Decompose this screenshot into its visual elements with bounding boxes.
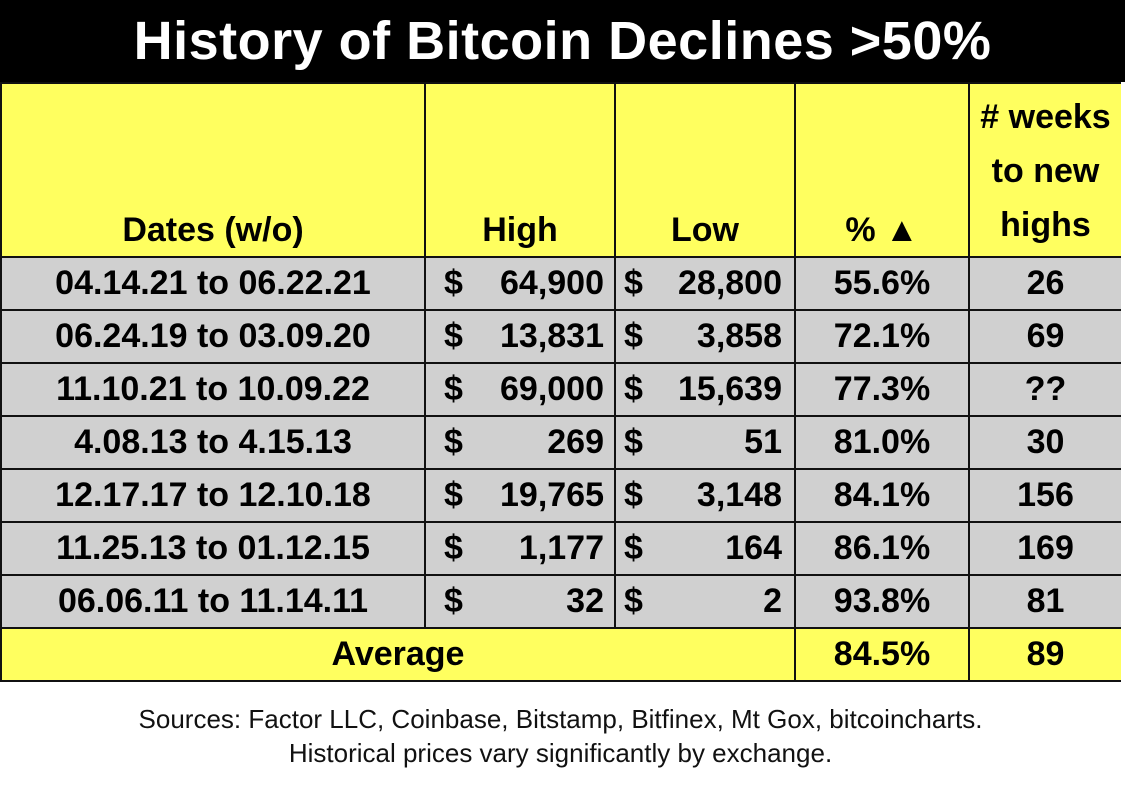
- currency-symbol: $: [624, 317, 643, 355]
- cell-low: $51: [614, 415, 796, 470]
- header-pct: % ▲: [794, 82, 970, 258]
- cell-high: $69,000: [424, 362, 616, 417]
- header-dates: Dates (w/o): [0, 82, 426, 258]
- cell-dates: 4.08.13 to 4.15.13: [0, 415, 426, 470]
- header-weeks-line: # weeks: [980, 98, 1111, 136]
- currency-symbol: $: [444, 317, 463, 355]
- table-row: 11.25.13 to 01.12.15 $1,177 $164 86.1% 169: [0, 521, 1123, 576]
- cell-dates: 04.14.21 to 06.22.21: [0, 256, 426, 311]
- cell-weeks: 81: [968, 574, 1123, 629]
- low-value: 51: [744, 423, 782, 461]
- cell-pct: 84.1%: [794, 468, 970, 523]
- high-value: 64,900: [500, 264, 604, 302]
- cell-weeks: 156: [968, 468, 1123, 523]
- chart-title: History of Bitcoin Declines >50%: [133, 11, 992, 71]
- cell-low: $28,800: [614, 256, 796, 311]
- header-high: High: [424, 82, 616, 258]
- currency-symbol: $: [624, 529, 643, 567]
- high-value: 19,765: [500, 476, 604, 514]
- cell-weeks: ??: [968, 362, 1123, 417]
- header-weeks-line: highs: [1000, 206, 1091, 244]
- cell-dates: 11.10.21 to 10.09.22: [0, 362, 426, 417]
- table-row: 12.17.17 to 12.10.18 $19,765 $3,148 84.1% 15…: [0, 468, 1123, 523]
- cell-high: $32: [424, 574, 616, 629]
- cell-pct: 93.8%: [794, 574, 970, 629]
- currency-symbol: $: [624, 423, 643, 461]
- currency-symbol: $: [624, 370, 643, 408]
- low-value: 164: [725, 529, 782, 567]
- cell-low: $3,858: [614, 309, 796, 364]
- cell-low: $2: [614, 574, 796, 629]
- high-value: 13,831: [500, 317, 604, 355]
- cell-pct: 81.0%: [794, 415, 970, 470]
- cell-high: $1,177: [424, 521, 616, 576]
- cell-pct: 86.1%: [794, 521, 970, 576]
- header-row: Dates (w/o) High Low % ▲ # weeks to new …: [0, 82, 1123, 258]
- cell-low: $164: [614, 521, 796, 576]
- currency-symbol: $: [444, 529, 463, 567]
- currency-symbol: $: [444, 476, 463, 514]
- header-weeks: # weeks to new highs: [968, 82, 1123, 258]
- table-body: 04.14.21 to 06.22.21 $64,900 $28,800 55.6% 2…: [0, 256, 1123, 682]
- table-row: 06.06.11 to 11.14.11 $32 $2 93.8% 81: [0, 574, 1123, 629]
- low-value: 3,858: [696, 317, 782, 355]
- currency-symbol: $: [444, 582, 463, 620]
- table-row: 04.14.21 to 06.22.21 $64,900 $28,800 55.6% 2…: [0, 256, 1123, 311]
- cell-pct: 55.6%: [794, 256, 970, 311]
- currency-symbol: $: [444, 370, 463, 408]
- average-row: Average 84.5% 89: [0, 627, 1123, 682]
- table-row: 11.10.21 to 10.09.22 $69,000 $15,639 77.3%?…: [0, 362, 1123, 417]
- declines-table: Dates (w/o) High Low % ▲ # weeks to new …: [0, 82, 1123, 682]
- cell-high: $64,900: [424, 256, 616, 311]
- low-value: 3,148: [696, 476, 782, 514]
- table-row: 06.24.19 to 03.09.20 $13,831 $3,858 72.1% 69: [0, 309, 1123, 364]
- sources-line: Historical prices vary significantly by …: [288, 738, 833, 768]
- cell-high: $13,831: [424, 309, 616, 364]
- high-value: 1,177: [518, 529, 604, 567]
- cell-weeks: 26: [968, 256, 1123, 311]
- cell-high: $19,765: [424, 468, 616, 523]
- cell-weeks: 69: [968, 309, 1123, 364]
- cell-pct: 72.1%: [794, 309, 970, 364]
- cell-low: $15,639: [614, 362, 796, 417]
- currency-symbol: $: [624, 476, 643, 514]
- title-bar: History of Bitcoin Declines >50%: [0, 0, 1125, 82]
- cell-dates: 12.17.17 to 12.10.18: [0, 468, 426, 523]
- currency-symbol: $: [444, 423, 463, 461]
- cell-weeks: 169: [968, 521, 1123, 576]
- cell-pct: 77.3%: [794, 362, 970, 417]
- low-value: 2: [763, 582, 782, 620]
- sources-line: Sources: Factor LLC, Coinbase, Bitstamp,…: [138, 704, 983, 734]
- high-value: 32: [566, 582, 604, 620]
- average-pct: 84.5%: [794, 627, 970, 682]
- currency-symbol: $: [624, 582, 643, 620]
- sources-note: Sources: Factor LLC, Coinbase, Bitstamp,…: [0, 702, 1121, 770]
- right-edge: [1121, 82, 1125, 787]
- cell-low: $3,148: [614, 468, 796, 523]
- header-weeks-line: to new: [991, 152, 1100, 190]
- cell-dates: 06.24.19 to 03.09.20: [0, 309, 426, 364]
- currency-symbol: $: [444, 264, 463, 302]
- currency-symbol: $: [624, 264, 643, 302]
- average-label: Average: [0, 627, 796, 682]
- cell-high: $269: [424, 415, 616, 470]
- table-row: 4.08.13 to 4.15.13 $269 $51 81.0% 30: [0, 415, 1123, 470]
- cell-dates: 06.06.11 to 11.14.11: [0, 574, 426, 629]
- high-value: 69,000: [500, 370, 604, 408]
- low-value: 15,639: [678, 370, 782, 408]
- cell-dates: 11.25.13 to 01.12.15: [0, 521, 426, 576]
- low-value: 28,800: [678, 264, 782, 302]
- high-value: 269: [547, 423, 604, 461]
- average-weeks: 89: [968, 627, 1123, 682]
- header-low: Low: [614, 82, 796, 258]
- cell-weeks: 30: [968, 415, 1123, 470]
